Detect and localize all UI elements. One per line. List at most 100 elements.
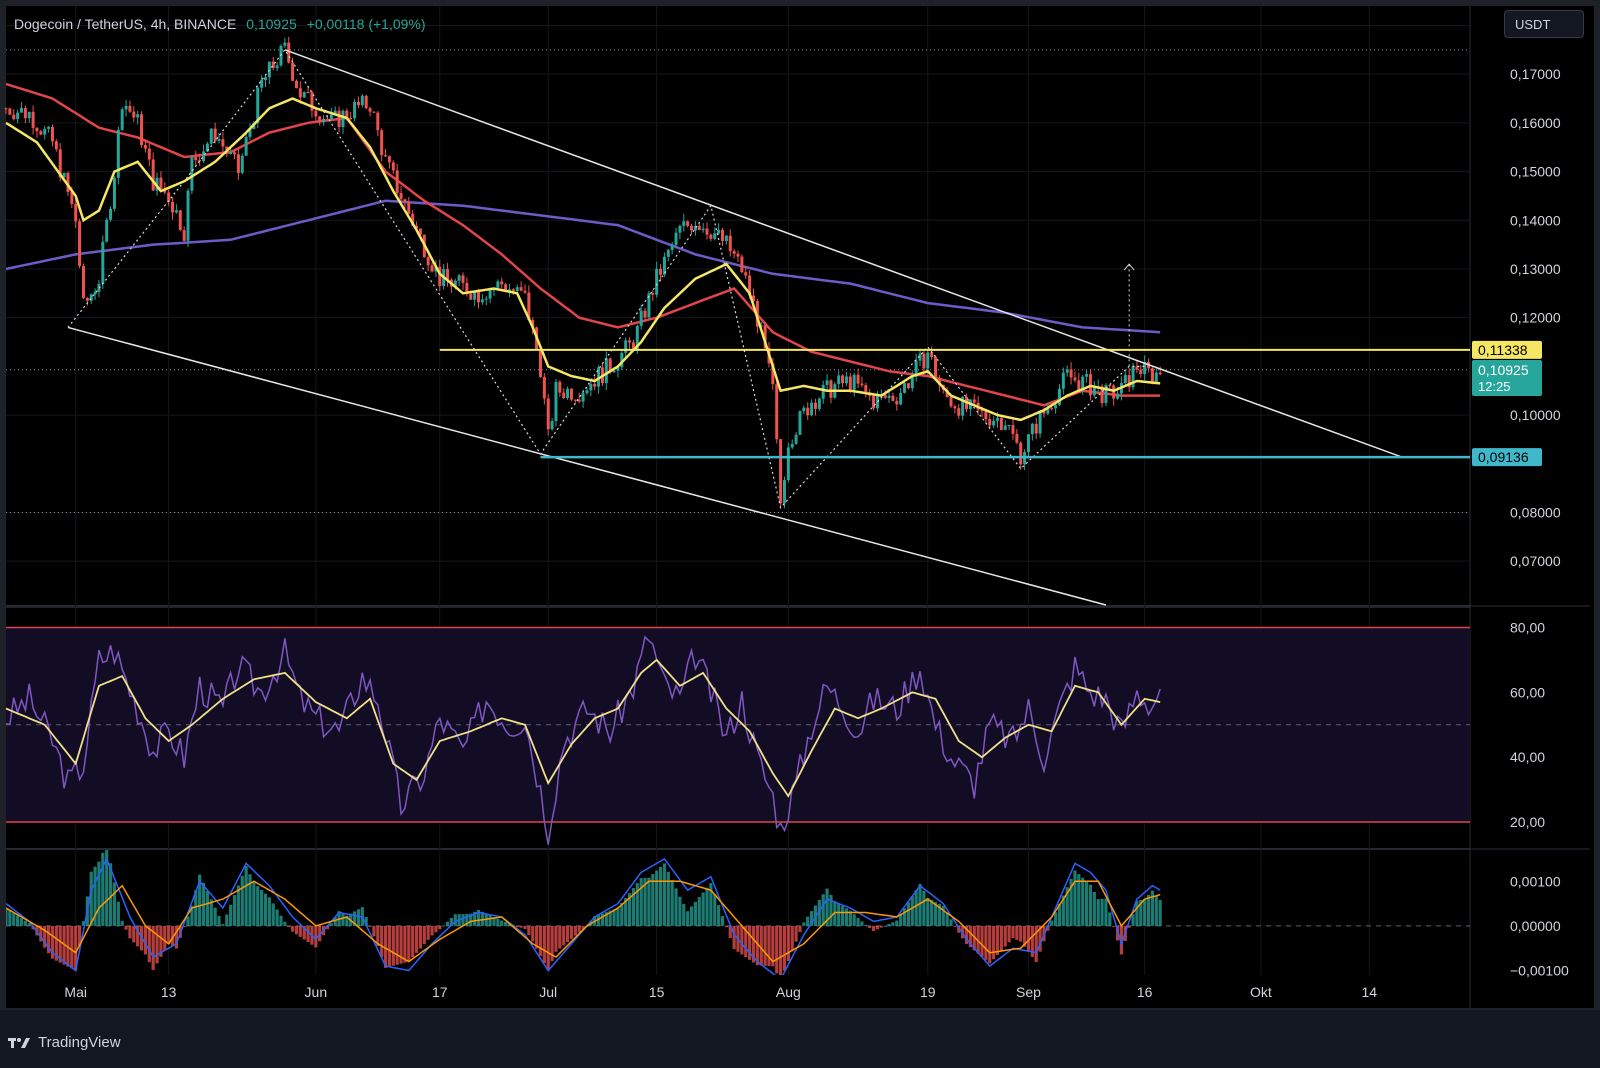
rsi-tick-label: 60,00 (1510, 684, 1545, 700)
macd-histogram-bar (1146, 894, 1151, 926)
macd-histogram-bar (449, 918, 453, 926)
time-tick-label: 19 (920, 984, 936, 1000)
macd-histogram-bar (318, 925, 322, 942)
candle (585, 390, 589, 394)
candle (461, 275, 465, 283)
macd-histogram-bar (558, 925, 562, 949)
macd-histogram-bar (422, 925, 426, 945)
price-tick-label: 0,16000 (1510, 115, 1561, 131)
candle (872, 395, 876, 409)
candle (554, 381, 558, 422)
macd-histogram-bar (442, 925, 446, 927)
macd-histogram-bar (728, 925, 732, 939)
candle (140, 114, 144, 146)
candle (631, 342, 635, 351)
macd-histogram-bar (600, 913, 605, 926)
macd-histogram-bar (627, 893, 632, 926)
candle (790, 443, 794, 448)
macd-histogram-bar (1112, 925, 1116, 927)
macd-histogram-bar (108, 863, 113, 926)
time-tick-label: Aug (776, 984, 801, 1000)
candle (647, 293, 651, 318)
candle (1100, 386, 1104, 404)
macd-histogram-bar (267, 897, 271, 926)
candle (1030, 423, 1034, 435)
candle (205, 143, 209, 152)
candle (1092, 388, 1096, 396)
candle (542, 376, 546, 399)
candle (713, 233, 717, 239)
header-change: +0,00118 (+1,09%) (306, 16, 426, 32)
macd-plot (6, 850, 1470, 975)
macd-histogram-bar (1104, 898, 1108, 926)
macd-histogram-bar (930, 899, 934, 926)
tradingview-brand[interactable]: TradingView (8, 1034, 121, 1051)
candle (353, 101, 357, 119)
macd-histogram-bar (480, 911, 484, 926)
macd-histogram-bar (314, 925, 318, 948)
candle (515, 287, 519, 291)
candle (407, 201, 411, 214)
macd-histogram-bar (260, 889, 264, 926)
candle (178, 210, 182, 231)
macd-histogram-bar (345, 915, 349, 926)
target-arrow-head-icon (1123, 263, 1135, 271)
candle (666, 249, 670, 257)
candle (531, 319, 535, 328)
candle (314, 110, 318, 117)
macd-histogram-bar (89, 871, 93, 926)
macd-histogram-bar (809, 911, 814, 926)
candle (852, 374, 856, 390)
macd-histogram-bar (906, 902, 911, 926)
candle (504, 284, 508, 292)
macd-histogram-bar (635, 883, 639, 926)
macd-histogram-bar (535, 925, 539, 949)
macd-histogram-bar (6, 908, 8, 926)
macd-histogram-bar (922, 890, 926, 926)
macd-histogram-bar (902, 908, 907, 926)
candle (918, 353, 922, 361)
macd-histogram-bar (325, 925, 330, 930)
candle (1143, 362, 1147, 375)
macd-histogram-bar (1096, 899, 1100, 926)
candle (732, 251, 736, 254)
candle (109, 208, 113, 220)
macd-histogram-bar (933, 901, 938, 926)
macd-histogram-bar (97, 861, 101, 926)
macd-histogram-bar (1065, 887, 1069, 926)
macd-histogram-bar (976, 925, 980, 954)
macd-histogram-bar (93, 866, 97, 926)
symbol-title[interactable]: Dogecoin / TetherUS, 4h, BINANCE (14, 16, 237, 32)
candle (287, 42, 291, 63)
macd-histogram-bar (821, 894, 825, 926)
candle (1131, 366, 1135, 388)
candle (271, 61, 275, 69)
candle (298, 88, 302, 98)
macd-histogram-bar (779, 925, 783, 975)
candle (306, 92, 310, 94)
candle (690, 225, 694, 231)
candle (387, 156, 391, 163)
candle (19, 108, 23, 113)
price-tick-label: 0,17000 (1510, 66, 1561, 82)
macd-histogram-bar (875, 925, 880, 930)
candle (779, 439, 783, 504)
currency-button[interactable]: USDT (1504, 10, 1584, 38)
candle (438, 266, 442, 287)
macd-histogram-bar (879, 925, 883, 928)
candle (930, 352, 934, 358)
macd-histogram-bar (612, 909, 616, 926)
macd-histogram-bar (1150, 890, 1155, 926)
macd-histogram-bar (163, 925, 167, 951)
candle (426, 257, 430, 266)
macd-histogram-bar (461, 913, 465, 926)
candle (116, 129, 120, 178)
candle (825, 380, 829, 385)
candle (891, 395, 895, 401)
macd-histogram-bar (546, 925, 550, 971)
macd-histogram-bar (926, 897, 930, 926)
macd-histogram-bar (705, 887, 709, 926)
macd-signal-line (6, 880, 1161, 963)
macd-histogram-bar (871, 925, 876, 932)
